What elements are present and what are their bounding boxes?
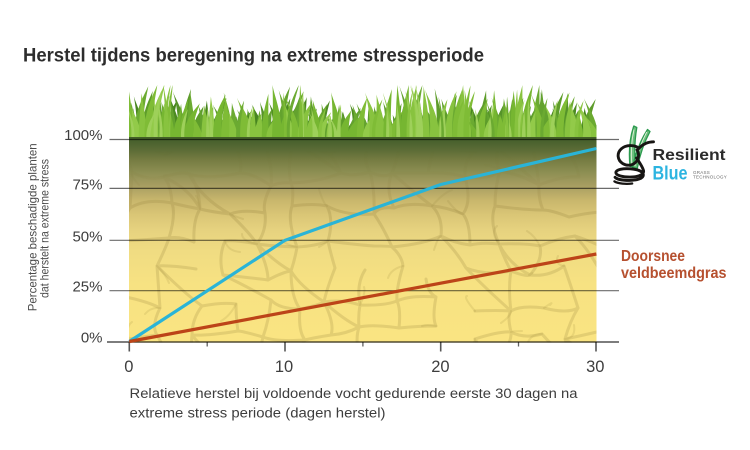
svg-text:0: 0 <box>124 358 133 376</box>
svg-text:25%: 25% <box>72 279 102 296</box>
svg-text:100%: 100% <box>64 127 102 144</box>
svg-text:extreme stress periode (dagen: extreme stress periode (dagen herstel) <box>130 406 386 421</box>
svg-text:50%: 50% <box>72 228 102 245</box>
svg-text:TECHNOLOGY: TECHNOLOGY <box>693 174 727 179</box>
svg-text:Relatieve herstel bij voldoend: Relatieve herstel bij voldoende vocht ge… <box>130 386 579 401</box>
svg-text:Doorsnee: Doorsnee <box>621 248 685 265</box>
svg-text:10: 10 <box>275 358 293 376</box>
svg-text:30: 30 <box>586 358 604 376</box>
svg-text:Herstel tijdens beregening na: Herstel tijdens beregening na extreme st… <box>23 46 484 67</box>
svg-text:Blue: Blue <box>653 163 688 185</box>
svg-text:veldbeemdgras: veldbeemdgras <box>621 265 727 282</box>
svg-text:Resilient: Resilient <box>653 147 726 164</box>
svg-text:GRASS: GRASS <box>693 170 710 175</box>
svg-text:dat herstelt na extreme stress: dat herstelt na extreme stress <box>38 159 52 298</box>
svg-text:0%: 0% <box>81 330 103 347</box>
svg-text:Percentage beschadigde planten: Percentage beschadigde planten <box>26 143 40 311</box>
svg-text:20: 20 <box>431 358 449 376</box>
svg-text:75%: 75% <box>72 176 102 193</box>
